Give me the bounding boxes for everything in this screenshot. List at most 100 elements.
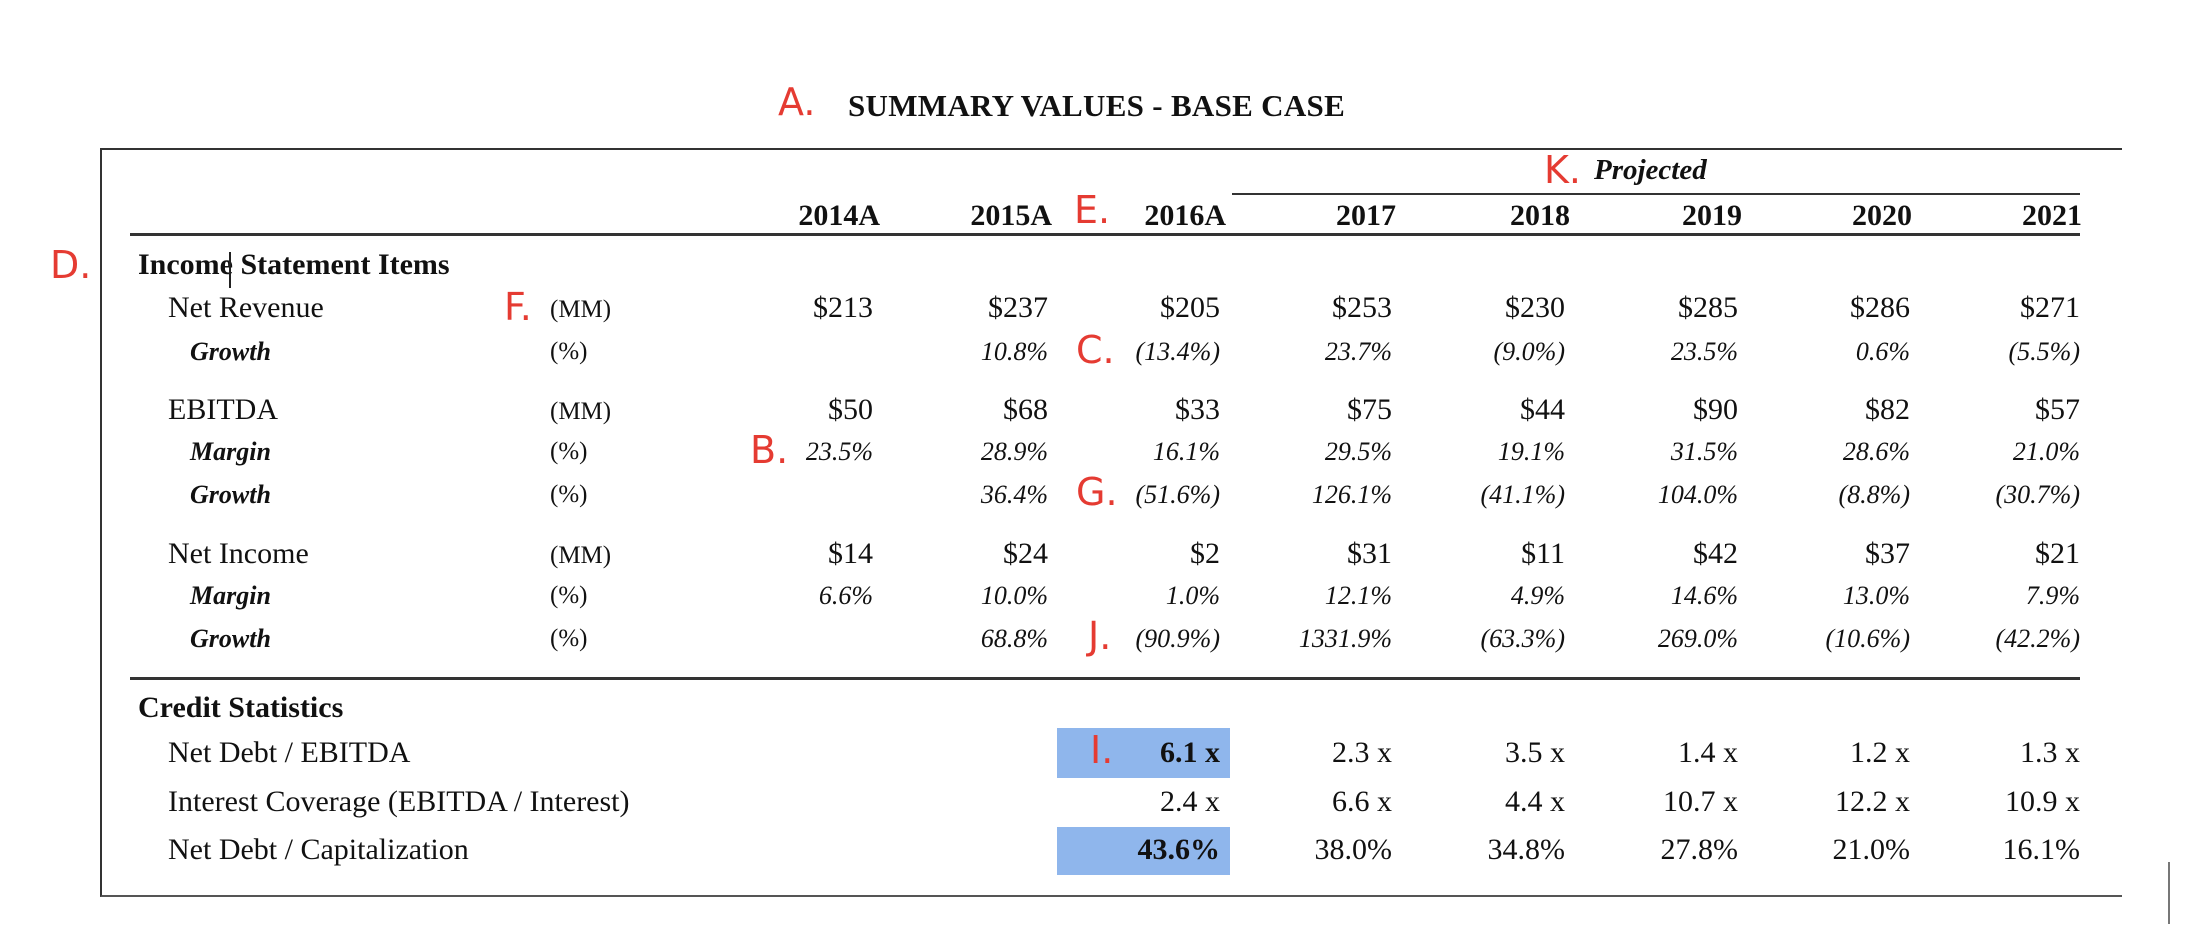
credit-row-label: Net Debt / Capitalization [168, 833, 469, 866]
value-cell: $57 [2035, 393, 2080, 426]
value-cell: $21 [2035, 537, 2080, 570]
row-label: Net Income [168, 537, 309, 570]
value-cell: $68 [1003, 393, 1048, 426]
value-cell: $213 [813, 291, 873, 324]
value-cell: $11 [1521, 537, 1565, 570]
value-cell: 21.0% [2012, 437, 2080, 466]
row-label: Margin [190, 581, 271, 610]
value-cell: 13.0% [1842, 581, 1910, 610]
value-cell: 10.0% [980, 581, 1048, 610]
value-cell: 6.6% [818, 581, 873, 610]
marker-c: C. [1076, 328, 1115, 372]
row-unit: (%) [550, 481, 588, 508]
value-cell: (51.6%) [1135, 480, 1220, 509]
year-header: 2021 [2022, 199, 2082, 232]
value-cell: $31 [1347, 537, 1392, 570]
credit-value-cell: 2.4 x [1160, 785, 1220, 818]
value-cell: 28.9% [980, 437, 1048, 466]
year-header: 2018 [1510, 199, 1570, 232]
credit-value-cell: 16.1% [2002, 833, 2081, 866]
value-cell: 0.6% [1855, 337, 1910, 366]
value-cell: $253 [1332, 291, 1392, 324]
value-cell: (30.7%) [1995, 480, 2080, 509]
value-cell: 269.0% [1657, 624, 1738, 653]
credit-value-cell: 43.6% [1137, 833, 1221, 866]
row-unit: (%) [550, 625, 588, 652]
row-label: Growth [190, 624, 271, 653]
value-cell: 4.9% [1510, 581, 1565, 610]
value-cell: (9.0%) [1493, 337, 1565, 366]
credit-value-cell: 1.3 x [2020, 736, 2080, 769]
window-edge-bar [2168, 862, 2170, 924]
value-cell: (41.1%) [1480, 480, 1565, 509]
section-divider-rule [130, 677, 2080, 680]
year-header: 2015A [970, 199, 1052, 232]
row-unit: (%) [550, 582, 588, 609]
value-cell: 7.9% [2025, 581, 2080, 610]
row-unit: (%) [550, 438, 588, 465]
year-header: 2014A [798, 199, 880, 232]
value-cell: (90.9%) [1135, 624, 1220, 653]
value-cell: (13.4%) [1135, 337, 1220, 366]
projected-rule [1232, 193, 2080, 195]
row-label: Growth [190, 337, 271, 366]
highlight-net-debt-cap [1057, 827, 1230, 875]
value-cell: 1331.9% [1298, 624, 1392, 653]
marker-f: F. [504, 285, 532, 329]
section-heading-income: Income Statement Items [138, 248, 450, 281]
value-cell: 36.4% [980, 480, 1048, 509]
credit-value-cell: 27.8% [1660, 833, 1739, 866]
year-header: 2020 [1852, 199, 1912, 232]
highlight-net-debt-ebitda [1057, 728, 1230, 778]
value-cell: $2 [1190, 537, 1220, 570]
value-cell: $82 [1865, 393, 1910, 426]
value-cell: $237 [988, 291, 1048, 324]
value-cell: $286 [1850, 291, 1910, 324]
year-header: 2017 [1336, 199, 1396, 232]
value-cell: (5.5%) [2008, 337, 2080, 366]
row-label: EBITDA [168, 393, 278, 426]
year-header: 2019 [1682, 199, 1742, 232]
value-cell: $75 [1347, 393, 1392, 426]
text-cursor [229, 252, 231, 288]
value-cell: 23.5% [1670, 337, 1738, 366]
value-cell: $90 [1693, 393, 1738, 426]
credit-row-label: Interest Coverage (EBITDA / Interest) [168, 785, 630, 818]
value-cell: $205 [1160, 291, 1220, 324]
value-cell: 12.1% [1324, 581, 1392, 610]
marker-g: G. [1076, 470, 1118, 514]
row-label: Net Revenue [168, 291, 324, 324]
credit-value-cell: 2.3 x [1332, 736, 1392, 769]
marker-k: K. [1544, 148, 1581, 192]
value-cell: 29.5% [1324, 437, 1392, 466]
value-cell: 10.8% [980, 337, 1048, 366]
value-cell: (42.2%) [1995, 624, 2080, 653]
credit-value-cell: 10.9 x [2005, 785, 2080, 818]
value-cell: $14 [828, 537, 873, 570]
value-cell: 19.1% [1497, 437, 1565, 466]
marker-e: E. [1074, 188, 1111, 232]
row-label: Margin [190, 437, 271, 466]
section-heading-credit: Credit Statistics [138, 691, 344, 724]
summary-table-frame [100, 148, 2122, 897]
value-cell: $230 [1505, 291, 1565, 324]
credit-value-cell: 4.4 x [1505, 785, 1565, 818]
credit-value-cell: 34.8% [1487, 833, 1566, 866]
value-cell: $271 [2020, 291, 2080, 324]
credit-value-cell: 1.4 x [1678, 736, 1738, 769]
value-cell: $33 [1175, 393, 1220, 426]
credit-row-label: Net Debt / EBITDA [168, 736, 411, 769]
marker-i: I. [1090, 728, 1114, 772]
marker-j: J. [1088, 614, 1112, 658]
credit-value-cell: 6.6 x [1332, 785, 1392, 818]
value-cell: 23.5% [805, 437, 873, 466]
value-cell: $44 [1520, 393, 1565, 426]
row-unit: (%) [550, 338, 588, 365]
table-title: SUMMARY VALUES - BASE CASE [848, 88, 1346, 123]
projected-label: Projected [1594, 154, 1707, 186]
value-cell: 23.7% [1324, 337, 1392, 366]
row-unit: (MM) [550, 398, 612, 425]
value-cell: 126.1% [1311, 480, 1392, 509]
value-cell: 31.5% [1670, 437, 1738, 466]
value-cell: $37 [1865, 537, 1910, 570]
